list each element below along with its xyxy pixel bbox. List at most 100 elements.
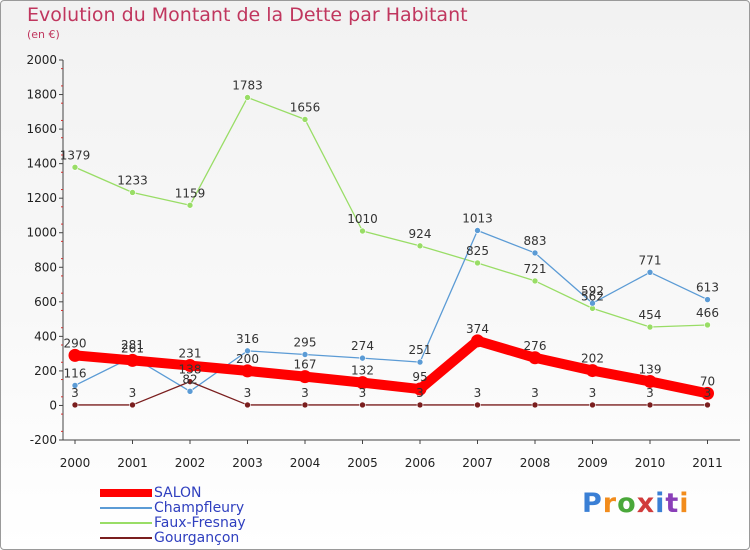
data-label: 883 <box>524 234 547 248</box>
data-label: 70 <box>700 374 715 388</box>
chart-subtitle: (en €) <box>27 28 60 41</box>
data-point <box>704 296 711 303</box>
proxiti-logo: Proxiti <box>582 488 690 519</box>
data-label: 1233 <box>117 173 148 187</box>
x-tick-label: 2000 <box>60 456 91 470</box>
y-tick-label: 1600 <box>26 122 57 136</box>
data-point <box>586 364 599 378</box>
data-label: 276 <box>524 339 547 353</box>
data-point <box>298 370 312 384</box>
data-label: 592 <box>581 284 604 298</box>
data-point <box>416 242 424 250</box>
y-tick-label: 1400 <box>26 157 57 171</box>
x-tick-label: 2001 <box>117 456 148 470</box>
legend-label: Champfleury <box>154 500 245 516</box>
y-tick-label: 1200 <box>26 191 57 205</box>
y-tick-label: 2000 <box>26 53 57 67</box>
data-point <box>129 401 136 409</box>
data-label: 3 <box>359 386 367 400</box>
data-point <box>531 249 539 257</box>
data-point <box>359 401 366 409</box>
data-point <box>413 382 427 396</box>
x-tick-label: 2011 <box>692 456 723 470</box>
data-point <box>71 382 79 389</box>
data-label: 771 <box>639 253 662 267</box>
data-point <box>186 378 194 385</box>
data-label: 116 <box>64 366 87 380</box>
series-line-2 <box>74 96 709 328</box>
data-point <box>244 94 251 101</box>
data-label: 3 <box>416 386 424 400</box>
data-label: 3 <box>301 386 309 400</box>
data-point <box>301 116 309 123</box>
data-point <box>589 401 596 409</box>
data-label: 374 <box>466 322 489 336</box>
data-point <box>704 401 711 409</box>
data-label: 924 <box>409 227 432 241</box>
data-point <box>71 163 79 171</box>
data-point <box>646 268 654 276</box>
data-label: 167 <box>294 358 317 372</box>
y-tick-label: 400 <box>34 329 57 343</box>
data-label: 1159 <box>175 186 206 200</box>
data-label: 1656 <box>290 100 321 114</box>
data-point <box>416 401 424 409</box>
data-point <box>474 227 481 234</box>
data-point <box>356 376 369 390</box>
data-point <box>183 359 197 373</box>
data-point <box>301 401 309 409</box>
data-point <box>129 189 136 196</box>
legend-swatch <box>100 507 152 509</box>
data-label: 1013 <box>462 211 493 225</box>
data-label: 1010 <box>347 212 378 226</box>
y-tick-label: 800 <box>34 260 57 274</box>
data-label: 295 <box>294 336 317 350</box>
data-label: 3 <box>244 386 252 400</box>
data-point <box>186 387 194 395</box>
x-tick-label: 2005 <box>347 456 378 470</box>
legend-label: SALON <box>154 485 202 501</box>
data-label: 281 <box>121 338 144 352</box>
data-label: 3 <box>704 386 712 400</box>
data-label: 454 <box>639 308 662 322</box>
data-point <box>359 227 366 235</box>
data-label: 3 <box>71 386 79 400</box>
data-label: 466 <box>696 306 719 320</box>
data-point <box>186 201 194 209</box>
data-label: 3 <box>646 386 654 400</box>
legend-swatch <box>100 489 152 497</box>
data-point <box>71 401 79 409</box>
x-tick-label: 2008 <box>520 456 551 470</box>
data-label: 3 <box>531 386 539 400</box>
data-label: 95 <box>412 370 427 384</box>
data-label: 82 <box>182 372 197 386</box>
data-label: 251 <box>409 343 432 357</box>
data-point <box>528 351 542 365</box>
data-label: 316 <box>236 332 259 346</box>
data-label: 721 <box>524 262 547 276</box>
series-line-0 <box>70 335 713 399</box>
y-tick-label: -200 <box>30 433 57 447</box>
data-label: 1379 <box>60 148 91 162</box>
x-tick-label: 2003 <box>232 456 263 470</box>
data-label: 138 <box>179 363 202 377</box>
data-point <box>531 401 539 409</box>
y-tick-label: 1000 <box>26 226 57 240</box>
data-point <box>646 401 654 409</box>
data-label: 231 <box>179 347 202 361</box>
x-tick-label: 2010 <box>635 456 666 470</box>
x-tick-label: 2002 <box>175 456 206 470</box>
data-label: 562 <box>581 289 604 303</box>
data-point <box>643 374 657 388</box>
x-tick-label: 2009 <box>577 456 608 470</box>
data-point <box>244 401 251 409</box>
data-label: 3 <box>474 386 482 400</box>
data-point <box>704 321 711 329</box>
data-point <box>701 386 714 400</box>
chart-title: Evolution du Montant de la Dette par Hab… <box>27 4 468 26</box>
y-tick-label: 200 <box>34 364 57 378</box>
x-tick-label: 2004 <box>290 456 321 470</box>
data-point <box>474 259 481 267</box>
data-label: 613 <box>696 281 719 295</box>
